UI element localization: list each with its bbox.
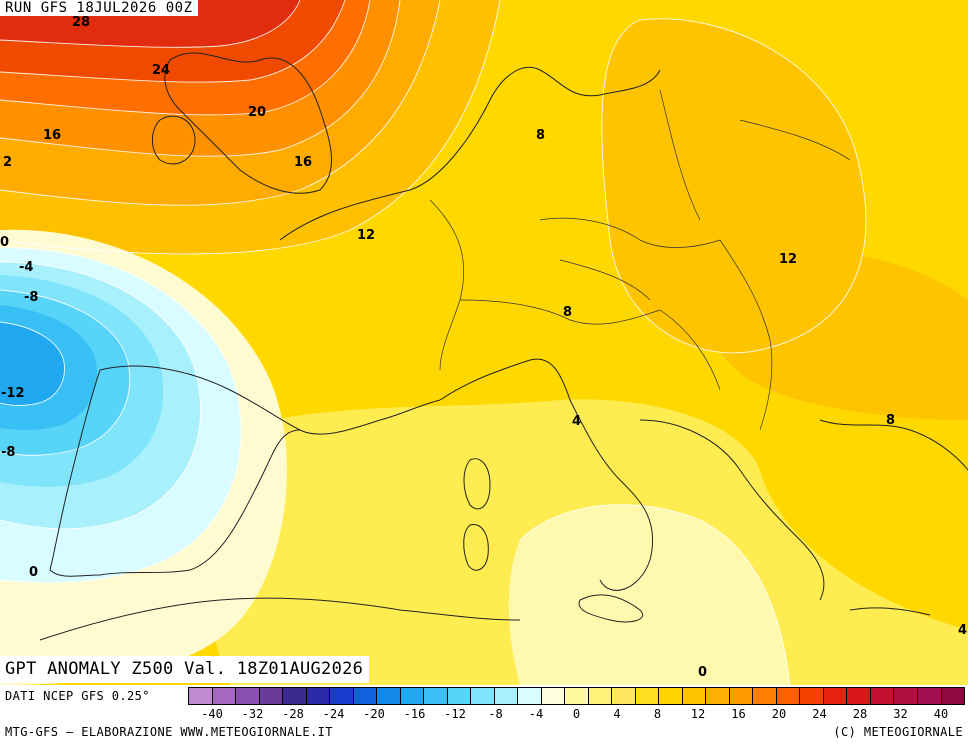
legend-tick: 4 (613, 707, 621, 721)
band-m12 (0, 322, 65, 406)
legend-swatch (565, 688, 589, 704)
legend-tick: -40 (201, 707, 223, 721)
contour-lines (0, 0, 867, 685)
run-label: RUN GFS 18JUL2026 00Z (0, 0, 198, 16)
legend-swatch (494, 688, 519, 704)
legend-tick: 28 (852, 707, 868, 721)
contour-label: 8 (886, 413, 895, 428)
legend-tick: -32 (241, 707, 264, 721)
legend-tick: -8 (488, 707, 503, 721)
legend-swatch (659, 688, 683, 704)
legend-swatch (612, 688, 636, 704)
contour-label: 8 (563, 305, 572, 320)
legend-swatch (682, 688, 707, 704)
contour-label: -12 (1, 386, 25, 401)
contour-label: 4 (572, 414, 581, 429)
legend-tick: 8 (653, 707, 662, 721)
contour-label: 12 (779, 252, 797, 267)
legend-swatch (753, 688, 777, 704)
legend-swatch (377, 688, 401, 704)
contour-label: 0 (29, 565, 38, 580)
credit-text: MTG-GFS – ELABORAZIONE WWW.METEOGIORNALE… (5, 725, 333, 739)
coastlines (39, 52, 968, 641)
legend-tick: 12 (690, 707, 706, 721)
contour-label: 4 (958, 623, 967, 638)
legend-swatch (306, 688, 331, 704)
legend-tick: 0 (572, 707, 581, 721)
legend-swatch (823, 688, 848, 704)
legend-swatch (283, 688, 307, 704)
legend-swatch (518, 688, 542, 704)
contour-label: 28 (72, 15, 90, 30)
legend-tick: 24 (812, 707, 827, 721)
contour-label: 24 (152, 63, 170, 78)
legend-swatch (706, 688, 730, 704)
contour-label: 8 (536, 128, 545, 143)
legend-tick: -28 (282, 707, 304, 721)
legend-swatch (847, 688, 871, 704)
contour-label: 16 (294, 155, 312, 170)
legend-swatch (541, 688, 566, 704)
legend-tick: -24 (322, 707, 345, 721)
contour-label: 0 (698, 665, 707, 680)
color-legend (188, 687, 965, 705)
legend-ticks: -40 -32 -28 -24 -20 -16 -12 -8 -4 0 4 8 12 16 20 24 28 32… (188, 707, 965, 723)
contour-label: -8 (24, 290, 38, 305)
legend-swatch (424, 688, 448, 704)
legend-swatch (800, 688, 824, 704)
legend-swatch (259, 688, 284, 704)
contour-label: 16 (43, 128, 61, 143)
contour-label: -4 (19, 260, 33, 275)
legend-swatch (870, 688, 895, 704)
legend-swatch (917, 688, 942, 704)
legend-tick: -20 (363, 707, 385, 721)
contour-label: 12 (357, 228, 375, 243)
legend-tick: 40 (933, 707, 949, 721)
legend-tick: 20 (771, 707, 787, 721)
legend-swatch (353, 688, 378, 704)
legend-swatch (447, 688, 472, 704)
legend-tick: -12 (444, 707, 466, 721)
anomaly-map: 28 24 20 16 16 12 2 0 8 12 8 4 8 4 0 0 -… (0, 0, 968, 685)
legend-swatch (776, 688, 801, 704)
legend-swatch (588, 688, 613, 704)
borders (429, 89, 851, 431)
legend-swatch (894, 688, 918, 704)
legend-swatch (471, 688, 495, 704)
legend-swatch (189, 688, 213, 704)
legend-swatch (212, 688, 237, 704)
contour-labels: 28 24 20 16 16 12 2 0 8 12 8 4 8 4 0 0 -… (0, 15, 967, 680)
data-source: DATI NCEP GFS 0.25° (5, 689, 150, 703)
legend-tick: -16 (403, 707, 426, 721)
band-0-south (508, 504, 790, 685)
contour-label: 20 (248, 105, 266, 120)
legend-tick: 32 (893, 707, 908, 721)
legend-swatch (941, 688, 965, 704)
legend-swatch (635, 688, 660, 704)
legend-swatch (236, 688, 260, 704)
map-title: GPT ANOMALY Z500 Val. 18Z01AUG2026 (0, 656, 370, 683)
legend-swatch (729, 688, 754, 704)
contour-label: 2 (3, 155, 12, 170)
copyright-text: (C) METEOGIORNALE (833, 725, 963, 739)
contour-label: 0 (0, 235, 9, 250)
legend-swatch (330, 688, 354, 704)
contour-label: -8 (1, 445, 15, 460)
footer: DATI NCEP GFS 0.25° -40 -32 -28 -24 -20 -16 -1… (0, 685, 968, 745)
legend-tick: -4 (528, 707, 544, 721)
band-12-se (703, 250, 968, 420)
legend-tick: 16 (731, 707, 746, 721)
legend-swatch (400, 688, 425, 704)
